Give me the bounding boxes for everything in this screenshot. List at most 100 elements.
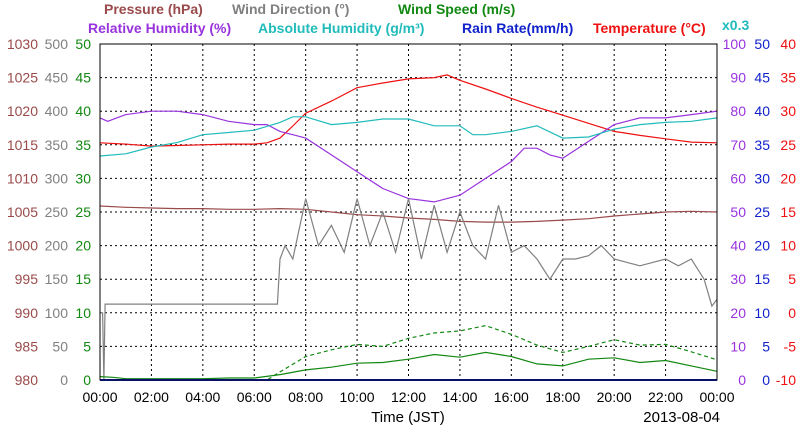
tick-label-pressure: 1015	[7, 137, 38, 153]
tick-label-rain-rate: 5	[762, 338, 770, 354]
title-absolute-humidity: Absolute Humidity (g/m³)	[258, 20, 424, 36]
tick-label-pressure: 995	[15, 271, 39, 287]
tick-label-rain-rate: 30	[754, 170, 770, 186]
title-relative-humidity: Relative Humidity (%)	[88, 20, 231, 36]
tick-label-wind-direction: 150	[45, 271, 69, 287]
x-tick-label: 20:00	[597, 389, 632, 405]
tick-label-temperature: 10	[780, 238, 796, 254]
tick-label-relative-humidity: 70	[730, 137, 746, 153]
x-tick-label: 18:00	[545, 389, 580, 405]
tick-label-relative-humidity: 60	[730, 170, 746, 186]
tick-label-relative-humidity: 80	[730, 103, 746, 119]
series-relative-humidity	[99, 110, 718, 203]
title-wind-direction: Wind Direction (°)	[232, 1, 349, 17]
tick-label-wind-direction: 0	[60, 372, 68, 388]
tick-label-relative-humidity: 30	[730, 271, 746, 287]
x-tick-labels: 00:00 02:00 04:00 06:00 08:00 10:00 12:00 14:00…	[82, 389, 734, 405]
tick-label-pressure: 985	[15, 338, 39, 354]
series-temperature-c	[99, 74, 718, 147]
tick-label-wind-speed: 20	[75, 238, 91, 254]
title-wind-speed: Wind Speed (m/s)	[398, 1, 515, 17]
x-tick-label: 04:00	[185, 389, 220, 405]
tick-label-relative-humidity: 40	[730, 238, 746, 254]
x-tick-label: 16:00	[494, 389, 529, 405]
x-tick-label: 00:00	[699, 389, 734, 405]
tick-label-pressure: 980	[15, 372, 39, 388]
tick-label-temperature: -5	[784, 338, 797, 354]
tick-label-relative-humidity: 10	[730, 338, 746, 354]
x-axis-title: Time (JST)	[371, 409, 445, 426]
tick-label-relative-humidity: 90	[730, 70, 746, 86]
title-rain-rate: Rain Rate(mm/h)	[462, 20, 573, 36]
tick-label-pressure: 1010	[7, 170, 38, 186]
right-tick-labels: 0102030405060708090100051015202530354045…	[723, 36, 797, 388]
tick-label-rain-rate: 0	[762, 372, 770, 388]
tick-label-wind-speed: 0	[83, 372, 91, 388]
tick-label-wind-direction: 350	[45, 137, 69, 153]
tick-label-wind-speed: 35	[75, 137, 91, 153]
x-tick-label: 00:00	[82, 389, 117, 405]
tick-label-pressure: 990	[15, 305, 39, 321]
tick-label-wind-direction: 100	[45, 305, 69, 321]
x-tick-label: 12:00	[391, 389, 426, 405]
series-pressure-hpa	[99, 205, 718, 223]
tick-label-rain-rate: 45	[754, 70, 770, 86]
tick-label-rain-rate: 35	[754, 137, 770, 153]
tick-label-wind-direction: 500	[45, 36, 69, 52]
tick-label-wind-speed: 10	[75, 305, 91, 321]
series-absolute-humidity-g-m	[99, 116, 718, 157]
series-wind-speed-m-s	[99, 351, 718, 380]
x-tick-label: 22:00	[648, 389, 683, 405]
tick-label-temperature: 25	[780, 137, 796, 153]
tick-label-wind-direction: 200	[45, 238, 69, 254]
x-tick-label: 02:00	[134, 389, 169, 405]
tick-label-temperature: -10	[776, 372, 796, 388]
tick-label-temperature: 0	[788, 305, 796, 321]
title-pressure: Pressure (hPa)	[104, 1, 203, 17]
tick-label-wind-speed: 15	[75, 271, 91, 287]
x-tick-label: 06:00	[237, 389, 272, 405]
left-tick-labels: 9809859909951000100510101015102010251030…	[7, 36, 91, 388]
x-tick-label: 08:00	[288, 389, 323, 405]
tick-label-wind-speed: 30	[75, 170, 91, 186]
tick-label-wind-speed: 5	[83, 338, 91, 354]
tick-label-pressure: 1005	[7, 204, 38, 220]
tick-label-rain-rate: 40	[754, 103, 770, 119]
tick-label-rain-rate: 15	[754, 271, 770, 287]
tick-label-relative-humidity: 100	[723, 36, 747, 52]
tick-label-wind-speed: 40	[75, 103, 91, 119]
tick-label-temperature: 30	[780, 103, 796, 119]
tick-label-relative-humidity: 20	[730, 305, 746, 321]
tick-label-temperature: 15	[780, 204, 796, 220]
series-wind-gust-m-s	[100, 324, 718, 381]
tick-label-wind-speed: 45	[75, 70, 91, 86]
tick-label-relative-humidity: 50	[730, 204, 746, 220]
tick-label-pressure: 1000	[7, 238, 38, 254]
tick-label-rain-rate: 25	[754, 204, 770, 220]
tick-label-wind-direction: 450	[45, 70, 69, 86]
tick-label-temperature: 5	[788, 271, 796, 287]
x-tick-label: 14:00	[442, 389, 477, 405]
tick-label-pressure: 1025	[7, 70, 38, 86]
tick-label-pressure: 1020	[7, 103, 38, 119]
tick-label-rain-rate: 20	[754, 238, 770, 254]
series-wind-direction	[100, 198, 718, 381]
tick-label-wind-speed: 50	[75, 36, 91, 52]
tick-label-temperature: 40	[780, 36, 796, 52]
title-temperature: Temperature (°C)	[593, 20, 706, 36]
tick-label-relative-humidity: 0	[738, 372, 746, 388]
title-rain-rate-scale: x0.3	[722, 17, 749, 33]
tick-label-wind-direction: 400	[45, 103, 69, 119]
tick-label-temperature: 35	[780, 70, 796, 86]
tick-label-rain-rate: 10	[754, 305, 770, 321]
tick-label-rain-rate: 50	[754, 36, 770, 52]
x-tick-label: 10:00	[340, 389, 375, 405]
date-label: 2013-08-04	[643, 409, 720, 426]
grid	[100, 44, 717, 380]
tick-label-wind-direction: 250	[45, 204, 69, 220]
plot-frame	[99, 43, 718, 381]
tick-label-wind-speed: 25	[75, 204, 91, 220]
tick-label-wind-direction: 50	[52, 338, 68, 354]
tick-label-temperature: 20	[780, 170, 796, 186]
